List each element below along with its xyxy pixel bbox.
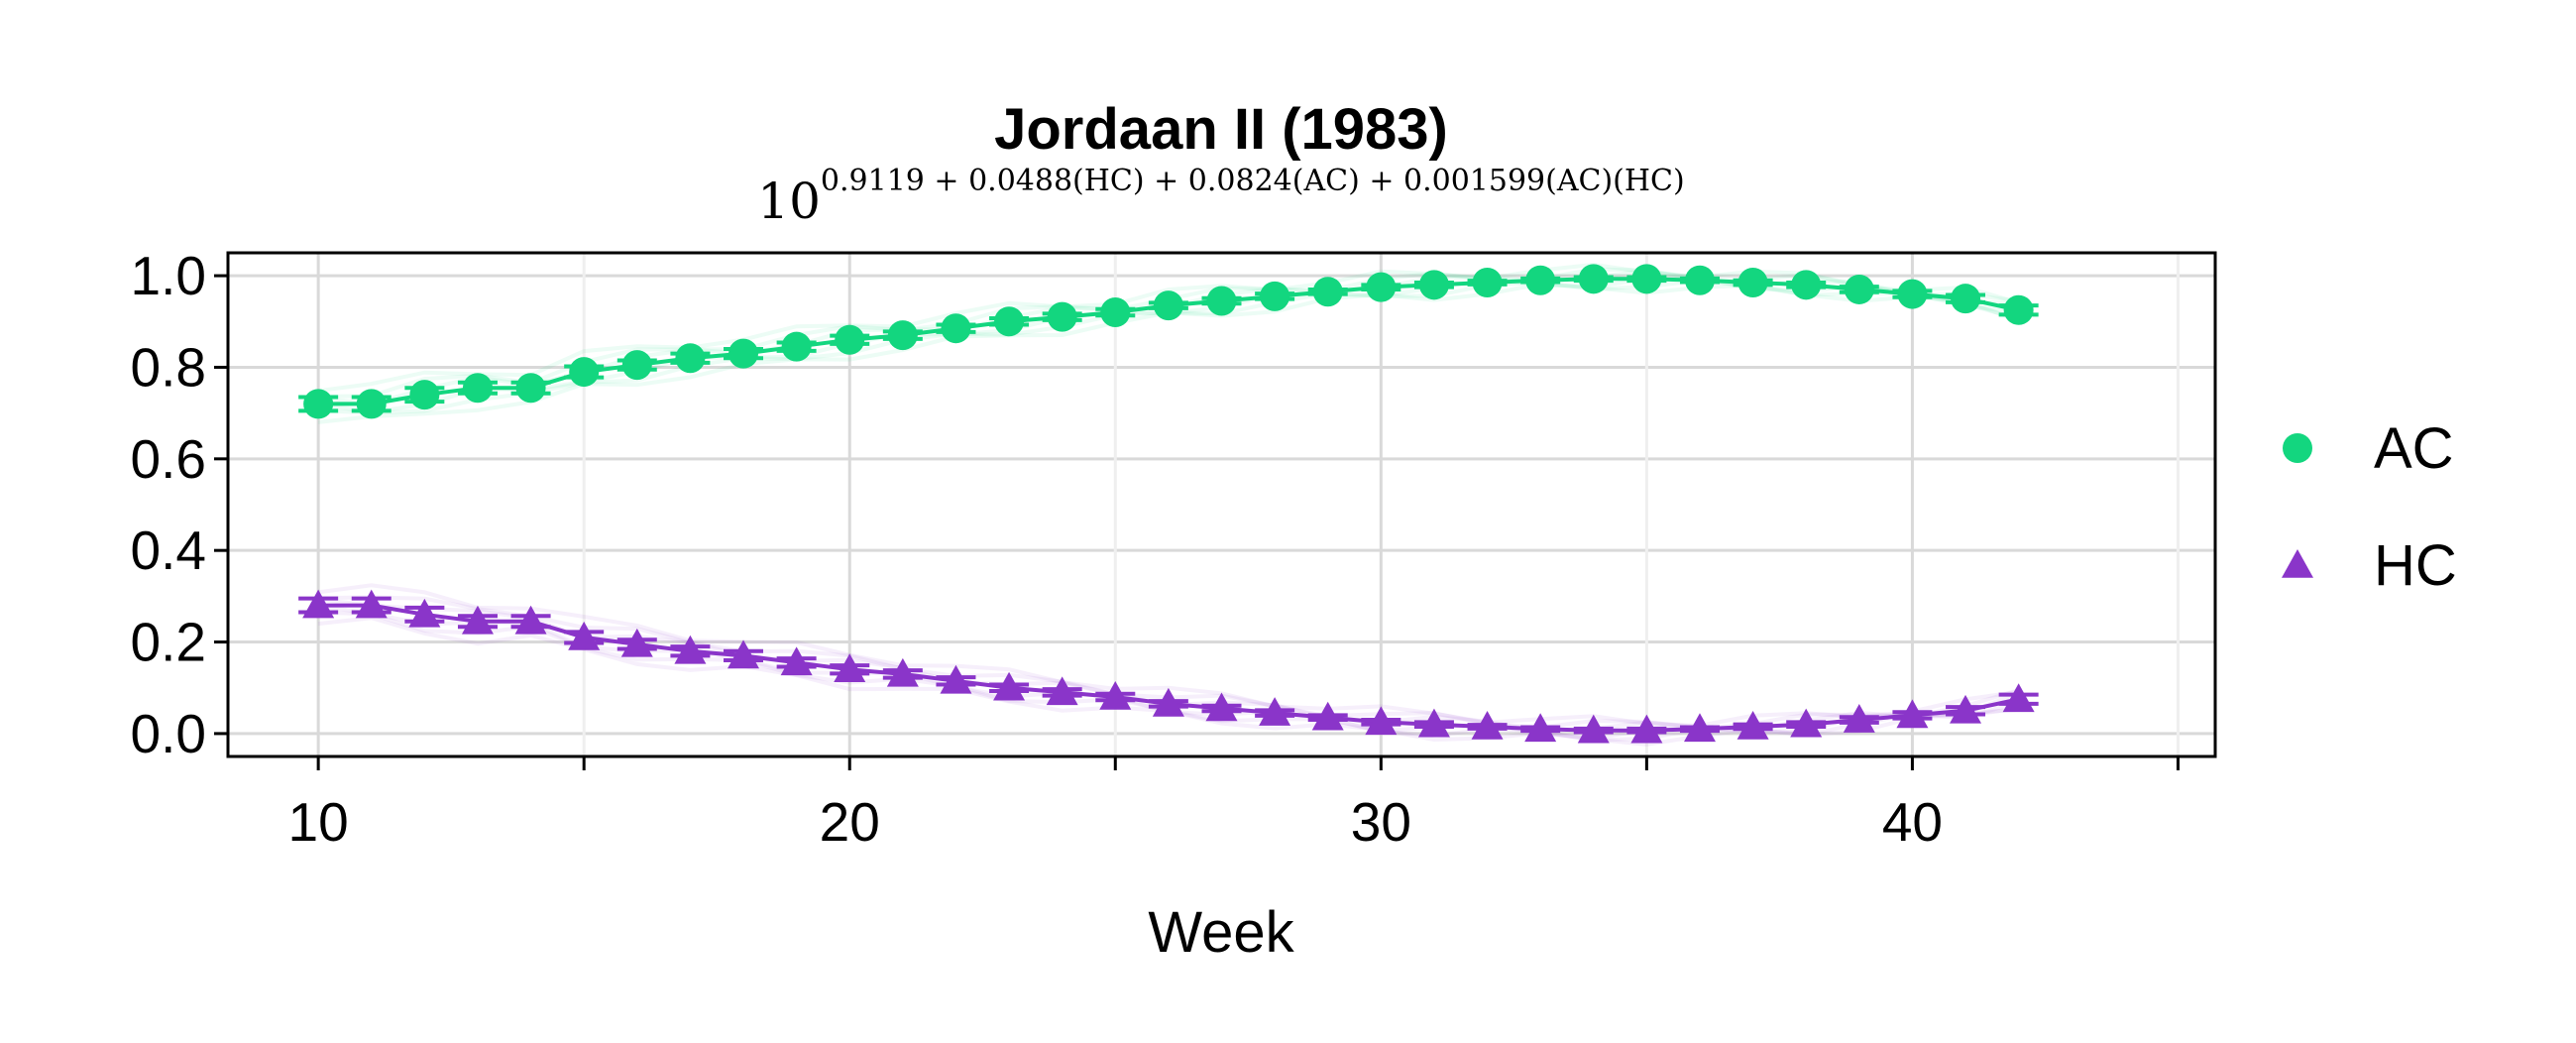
data-point: [1897, 279, 1928, 309]
series-hc: [298, 589, 2039, 744]
series-ac: [298, 264, 2039, 419]
data-point: [835, 324, 865, 355]
data-point: [1206, 286, 1237, 316]
data-point: [675, 343, 706, 374]
data-point: [1790, 708, 1823, 738]
data-point: [993, 671, 1026, 701]
legend-label: AC: [2374, 416, 2454, 481]
data-point: [728, 338, 759, 369]
data-point: [1366, 272, 1397, 302]
y-tick-label: 0.8: [131, 336, 206, 398]
data-point: [568, 621, 601, 650]
background-trace: [317, 583, 2019, 728]
data-point: [1153, 290, 1183, 321]
y-tick-label: 0.4: [131, 520, 206, 581]
data-point: [1417, 708, 1450, 738]
data-point: [1525, 265, 1556, 295]
data-point: [994, 306, 1025, 337]
data-point: [834, 653, 866, 683]
x-tick-label: 20: [820, 791, 880, 853]
data-point: [1205, 692, 1238, 722]
data-point: [1737, 268, 1768, 298]
axes: 0.0 0.2 0.4 0.6 0.8 1.0 10 20 30 40: [131, 245, 2180, 853]
chart-subtitle: 100.9119 + 0.0488(HC) + 0.0824(AC) + 0.0…: [757, 164, 1684, 230]
data-point: [1791, 270, 1822, 300]
subtitle-base: 10: [757, 173, 821, 230]
data-point: [1950, 694, 1982, 724]
grid: [228, 253, 2215, 756]
data-point: [887, 320, 918, 351]
data-point: [621, 350, 652, 381]
data-point: [1312, 277, 1343, 307]
data-point: [514, 605, 547, 635]
legend-marker: [2283, 433, 2312, 463]
data-point: [674, 635, 707, 664]
data-point: [1684, 265, 1715, 295]
data-point: [941, 313, 971, 344]
data-point: [355, 589, 388, 619]
data-point: [1577, 714, 1610, 744]
data-point: [1259, 697, 1291, 726]
chart-title: Jordaan II (1983): [994, 97, 1448, 162]
legend-label: HC: [2374, 533, 2457, 598]
plot-frame: [226, 251, 2217, 758]
data-point: [461, 605, 494, 635]
x-axis-label: Week: [1148, 900, 1294, 965]
data-point: [303, 389, 334, 419]
data-point: [886, 657, 919, 687]
data-point: [728, 639, 760, 669]
data-point: [1630, 714, 1663, 744]
data-point: [1472, 268, 1503, 298]
y-tick-label: 0.2: [131, 612, 206, 673]
x-tick-label: 10: [288, 791, 349, 853]
data-point: [1524, 713, 1557, 743]
data-point: [569, 357, 600, 388]
data-point: [1843, 704, 1875, 733]
data-point: [409, 380, 440, 410]
data-point: [356, 389, 387, 419]
series: [298, 264, 2039, 744]
data-point: [2003, 294, 2034, 325]
data-point: [1152, 687, 1184, 717]
data-point: [780, 646, 813, 676]
y-tick-label: 0.0: [131, 703, 206, 764]
data-point: [1578, 264, 1609, 294]
data-point: [1046, 676, 1078, 706]
legend-marker: [2282, 549, 2313, 578]
data-point: [1844, 274, 1874, 304]
data-point: [302, 589, 335, 619]
data-point: [1047, 301, 1077, 332]
data-point: [1471, 710, 1504, 740]
y-tick-label: 1.0: [131, 245, 206, 306]
data-point: [1631, 264, 1662, 294]
legend: AC HC: [2282, 416, 2457, 598]
data-point: [1951, 284, 1981, 314]
data-point: [1683, 713, 1716, 743]
data-point: [620, 628, 653, 657]
background-traces: [317, 262, 2020, 747]
data-point: [940, 664, 972, 694]
data-point: [408, 598, 441, 628]
x-tick-label: 40: [1882, 791, 1943, 853]
data-point: [1099, 680, 1132, 710]
data-point: [515, 373, 546, 404]
data-point: [1896, 699, 1929, 729]
data-point: [1365, 706, 1398, 736]
data-point: [2002, 683, 2035, 713]
data-point: [1418, 270, 1449, 300]
data-point: [1100, 297, 1131, 328]
data-point: [462, 373, 493, 404]
data-point: [1736, 710, 1769, 740]
data-point: [781, 331, 812, 362]
background-trace: [317, 262, 2020, 394]
x-tick-label: 30: [1351, 791, 1411, 853]
subtitle-exponent: 0.9119 + 0.0488(HC) + 0.0824(AC) + 0.001…: [821, 164, 1685, 198]
data-point: [1260, 281, 1290, 311]
data-point: [1311, 701, 1344, 731]
y-tick-label: 0.6: [131, 428, 206, 490]
